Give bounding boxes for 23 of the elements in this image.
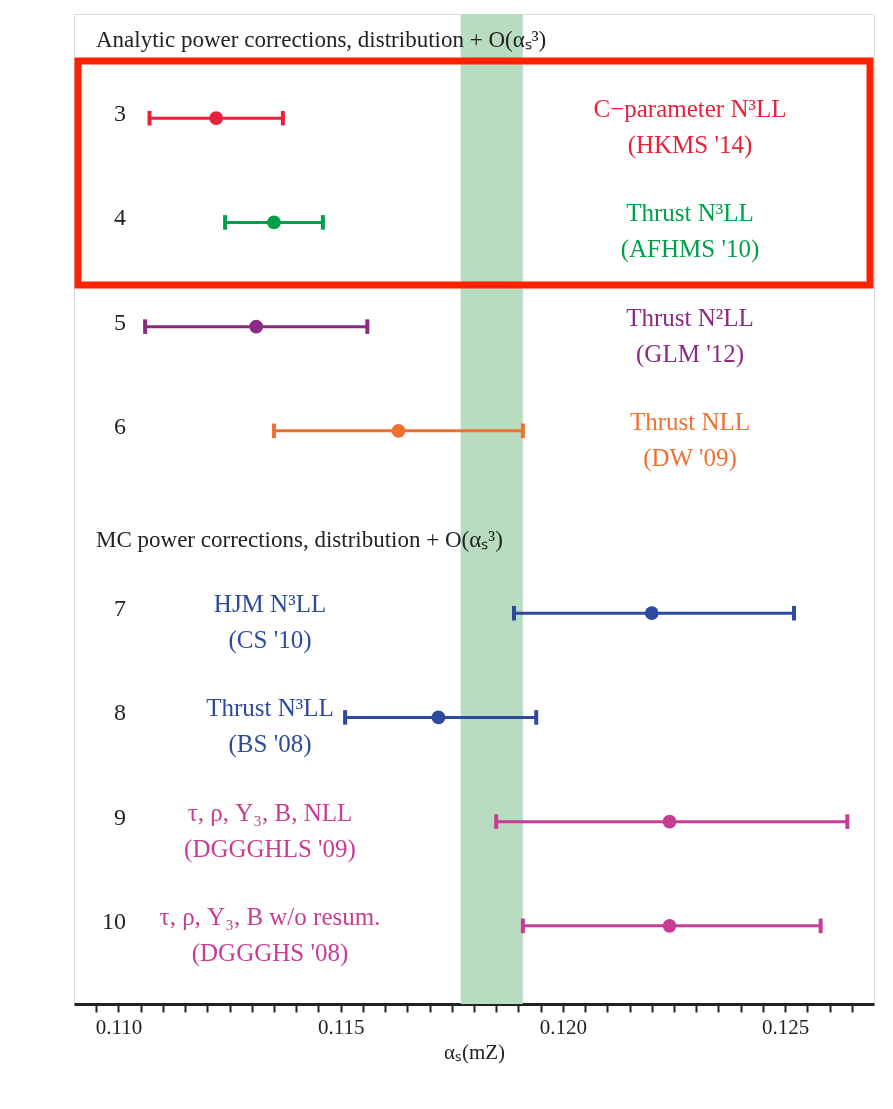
annotation: MC power corrections, distribution + O(αₛ³): [96, 527, 503, 553]
annotation: τ, ρ, Y₃, B w/o resum. (DGGGHS '08): [159, 902, 381, 967]
x-tick-label: 0.120: [539, 1014, 588, 1039]
y-tick-label: 8: [114, 699, 126, 726]
y-tick-label: 7: [114, 595, 126, 622]
annotation: Thrust N³LL (AFHMS '10): [620, 199, 760, 264]
annotation: Thrust NLL (DW '09): [629, 407, 751, 472]
y-tick-label: 6: [114, 412, 126, 439]
y-tick-label: 10: [102, 907, 126, 934]
annotation: Thrust N²LL (GLM '12): [626, 303, 754, 368]
y-tick-label: 9: [114, 803, 126, 830]
annotation: C−parameter N³LL (HKMS '14): [593, 95, 787, 160]
x-tick-label: 0.115: [317, 1014, 365, 1039]
annotation: HJM N³LL (CS '10): [213, 590, 327, 655]
y-tick-label: 4: [114, 204, 126, 231]
annotation: τ, ρ, Y₃, B, NLL (DGGGHLS '09): [184, 798, 356, 863]
y-tick-label: 5: [114, 308, 126, 335]
annotation: Thrust N³LL (BS '08): [206, 694, 334, 759]
x-tick-label: 0.110: [95, 1014, 143, 1039]
y-tick-label: 3: [114, 100, 126, 127]
x-tick-label: 0.125: [761, 1014, 810, 1039]
annotation: Analytic power corrections, distribution + O(αₛ³): [96, 27, 547, 53]
x-axis-title: αₛ(mZ): [443, 1039, 506, 1064]
